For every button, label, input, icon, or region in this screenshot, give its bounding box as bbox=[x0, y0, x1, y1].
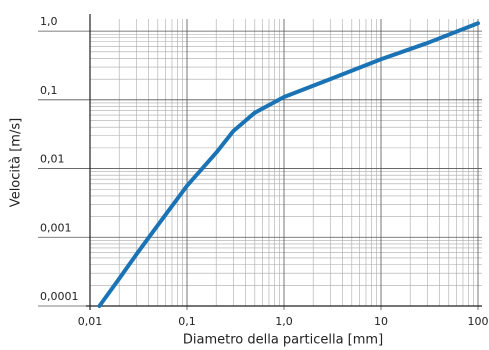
y-tick-label: 0,1 bbox=[40, 84, 58, 97]
y-tick-label: 0,001 bbox=[40, 221, 72, 234]
x-axis-title: Diametro della particella [mm] bbox=[183, 333, 383, 348]
x-tick-label: 100 bbox=[468, 315, 489, 328]
y-tick-label: 0,01 bbox=[40, 153, 65, 166]
x-tick-label: 10 bbox=[374, 315, 388, 328]
y-tick-label: 1,0 bbox=[40, 15, 58, 28]
y-axis-title: Velocità [m/s] bbox=[9, 118, 24, 207]
data-line bbox=[97, 21, 480, 308]
x-tick-label: 0,01 bbox=[78, 315, 103, 328]
x-tick-label: 0,1 bbox=[178, 315, 196, 328]
x-tick-label: 1,0 bbox=[275, 315, 293, 328]
y-tick-label: 0,0001 bbox=[40, 290, 79, 303]
